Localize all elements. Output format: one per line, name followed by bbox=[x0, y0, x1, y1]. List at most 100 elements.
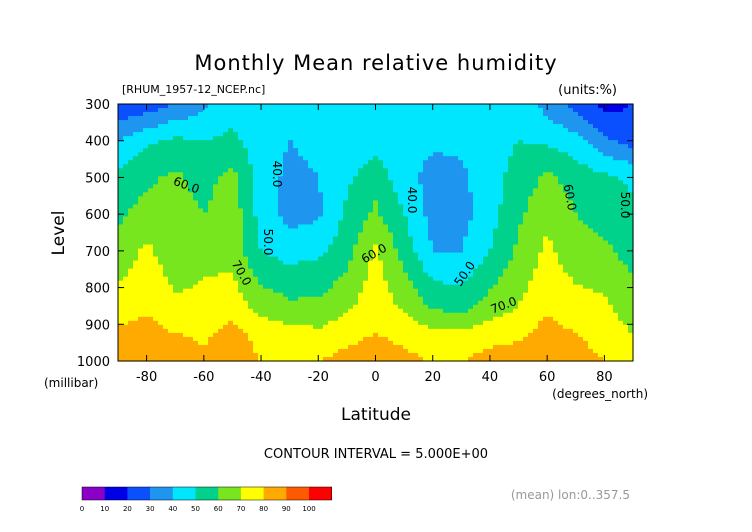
field-cell bbox=[173, 268, 179, 274]
field-cell bbox=[558, 108, 564, 113]
field-cell bbox=[188, 200, 194, 205]
field-cell bbox=[218, 168, 224, 173]
field-cell bbox=[423, 144, 429, 149]
field-cell bbox=[588, 132, 594, 137]
field-cell bbox=[508, 136, 514, 141]
field-cell bbox=[148, 144, 154, 149]
field-cell bbox=[173, 200, 179, 205]
field-cell bbox=[193, 288, 199, 294]
field-cell bbox=[568, 208, 574, 214]
field-cell bbox=[423, 236, 429, 242]
field-cell bbox=[348, 104, 354, 109]
field-cell bbox=[228, 212, 234, 218]
field-cell bbox=[268, 232, 274, 238]
field-cell bbox=[573, 212, 579, 218]
field-cell bbox=[458, 288, 464, 294]
field-cell bbox=[278, 296, 284, 302]
field-cell bbox=[623, 244, 629, 250]
field-cell bbox=[533, 132, 539, 137]
field-cell bbox=[333, 216, 339, 222]
field-cell bbox=[148, 180, 154, 185]
field-cell bbox=[308, 248, 314, 254]
field-cell bbox=[293, 292, 299, 298]
field-cell bbox=[438, 132, 444, 137]
field-cell bbox=[578, 204, 584, 210]
field-cell bbox=[343, 256, 349, 262]
field-cell bbox=[413, 148, 419, 153]
field-cell bbox=[468, 272, 474, 278]
field-cell bbox=[198, 280, 204, 286]
field-cell bbox=[568, 156, 574, 161]
field-cell bbox=[588, 264, 594, 270]
field-cell bbox=[458, 268, 464, 274]
field-cell bbox=[373, 152, 379, 157]
field-cell bbox=[358, 272, 364, 278]
field-cell bbox=[528, 156, 534, 161]
field-cell bbox=[528, 172, 534, 177]
field-cell bbox=[383, 284, 389, 290]
field-cell bbox=[323, 196, 329, 201]
field-cell bbox=[383, 156, 389, 161]
field-cell bbox=[143, 196, 149, 201]
field-cell bbox=[428, 124, 434, 129]
field-cell bbox=[533, 208, 539, 214]
field-cell bbox=[318, 104, 324, 109]
field-cell bbox=[598, 108, 604, 113]
field-cell bbox=[288, 204, 294, 210]
field-cell bbox=[133, 288, 139, 294]
field-cell bbox=[208, 228, 214, 234]
field-cell bbox=[358, 292, 364, 298]
field-cell bbox=[368, 172, 374, 177]
field-cell bbox=[478, 236, 484, 242]
field-cell bbox=[418, 124, 424, 129]
field-cell bbox=[518, 272, 524, 278]
field-cell bbox=[528, 232, 534, 238]
field-cell bbox=[553, 264, 559, 270]
field-cell bbox=[433, 188, 439, 193]
field-cell bbox=[588, 104, 594, 109]
field-cell bbox=[628, 104, 634, 109]
field-cell bbox=[578, 172, 584, 177]
field-cell bbox=[278, 192, 284, 197]
field-cell bbox=[393, 168, 399, 173]
field-cell bbox=[368, 180, 374, 185]
field-cell bbox=[393, 284, 399, 290]
field-cell bbox=[193, 292, 199, 298]
field-cell bbox=[613, 124, 619, 129]
field-cell bbox=[408, 160, 414, 165]
field-cell bbox=[573, 196, 579, 201]
field-cell bbox=[548, 204, 554, 210]
field-cell bbox=[383, 216, 389, 222]
field-cell bbox=[153, 228, 159, 234]
field-cell bbox=[178, 132, 184, 137]
field-cell bbox=[628, 244, 634, 250]
field-cell bbox=[598, 280, 604, 286]
field-cell bbox=[468, 136, 474, 141]
field-cell bbox=[483, 112, 489, 117]
field-cell bbox=[463, 172, 469, 177]
field-cell bbox=[463, 272, 469, 278]
field-cell bbox=[513, 228, 519, 234]
field-cell bbox=[163, 208, 169, 214]
field-cell bbox=[198, 156, 204, 161]
field-cell bbox=[623, 136, 629, 141]
field-cell bbox=[378, 104, 384, 109]
field-cell bbox=[188, 188, 194, 193]
field-cell bbox=[238, 284, 244, 290]
field-cell bbox=[473, 224, 479, 230]
field-cell bbox=[393, 180, 399, 185]
field-cell bbox=[603, 264, 609, 270]
field-cell bbox=[418, 188, 424, 193]
field-cell bbox=[248, 180, 254, 185]
field-cell bbox=[498, 108, 504, 113]
field-cell bbox=[553, 220, 559, 226]
field-cell bbox=[143, 116, 149, 121]
field-cell bbox=[313, 292, 319, 298]
field-cell bbox=[213, 208, 219, 214]
field-cell bbox=[463, 168, 469, 173]
field-cell bbox=[168, 204, 174, 210]
field-cell bbox=[208, 168, 214, 173]
field-cell bbox=[243, 280, 249, 286]
field-cell bbox=[288, 264, 294, 270]
field-cell bbox=[578, 112, 584, 117]
